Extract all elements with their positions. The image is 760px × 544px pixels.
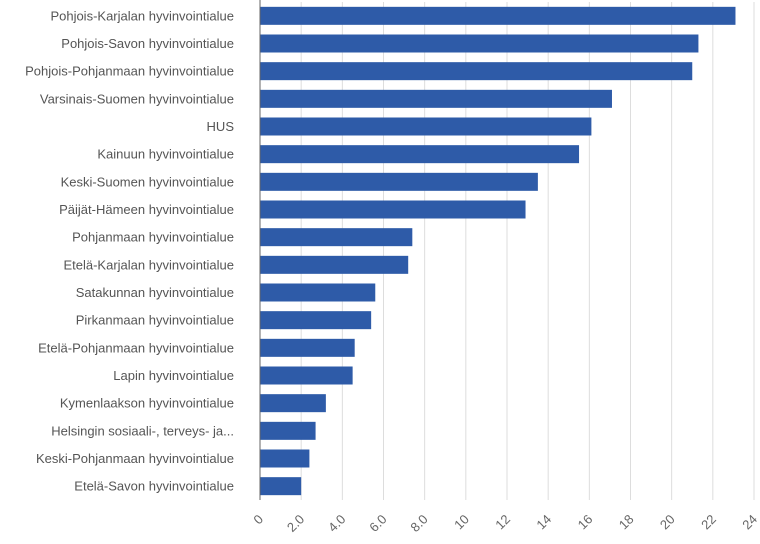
bar [260,394,326,413]
bar [260,311,372,330]
category-label: Etelä-Karjalan hyvinvointialue [63,257,234,272]
x-tick-label: 16 [575,512,596,533]
category-label: Kainuun hyvinvointialue [97,147,234,162]
category-label: Päijät-Hämeen hyvinvointialue [59,202,234,217]
x-tick-label: 2.0 [284,512,307,535]
category-label: Varsinais-Suomen hyvinvointialue [40,91,234,106]
category-label: Pohjanmaan hyvinvointialue [72,230,234,245]
x-tick-label: 22 [698,512,719,533]
category-labels: Pohjois-Karjalan hyvinvointialue Pohjois-… [25,8,234,493]
x-tick-label: 20 [657,512,678,533]
x-tick-labels: 0 2.0 4.0 6.0 8.0 10 12 14 16 18 20 22 24 [250,512,760,535]
category-label: Pohjois-Pohjanmaan hyvinvointialue [25,64,234,79]
x-tick-label: 14 [533,512,554,533]
bar [260,62,693,81]
bar [260,421,316,440]
bar [260,6,736,25]
x-tick-label: 10 [451,512,472,533]
category-label: Pohjois-Savon hyvinvointialue [61,36,234,51]
category-label: Keski-Suomen hyvinvointialue [61,174,234,189]
bar [260,172,538,191]
category-label: Kymenlaakson hyvinvointialue [60,396,234,411]
x-tick-label: 24 [739,512,760,533]
bar [260,338,355,357]
grid-lines [300,2,755,500]
bar [260,200,526,219]
bar [260,117,592,136]
bar [260,477,302,496]
bar [260,366,353,385]
x-tick-label: 4.0 [325,512,348,535]
bar [260,255,409,274]
category-label: HUS [207,119,235,134]
category-label: Pirkanmaan hyvinvointialue [76,313,234,328]
x-tick-label: 18 [616,512,637,533]
category-label: Pohjois-Karjalan hyvinvointialue [50,8,234,23]
category-label: Etelä-Pohjanmaan hyvinvointialue [38,340,234,355]
bar [260,89,612,108]
bar [260,34,699,53]
x-tick-label: 0 [250,512,266,528]
category-label: Etelä-Savon hyvinvointialue [74,479,234,494]
category-label: Helsingin sosiaali-, terveys- ja... [51,423,234,438]
x-tick-label: 12 [492,512,513,533]
x-tick-label: 8.0 [407,512,430,535]
bar [260,145,580,164]
bars [260,6,736,496]
category-label: Lapin hyvinvointialue [113,368,234,383]
bar [260,228,413,247]
x-tick-label: 6.0 [366,512,389,535]
bar [260,449,310,468]
category-label: Satakunnan hyvinvointialue [76,285,234,300]
category-label: Keski-Pohjanmaan hyvinvointialue [36,451,234,466]
bar [260,283,376,302]
